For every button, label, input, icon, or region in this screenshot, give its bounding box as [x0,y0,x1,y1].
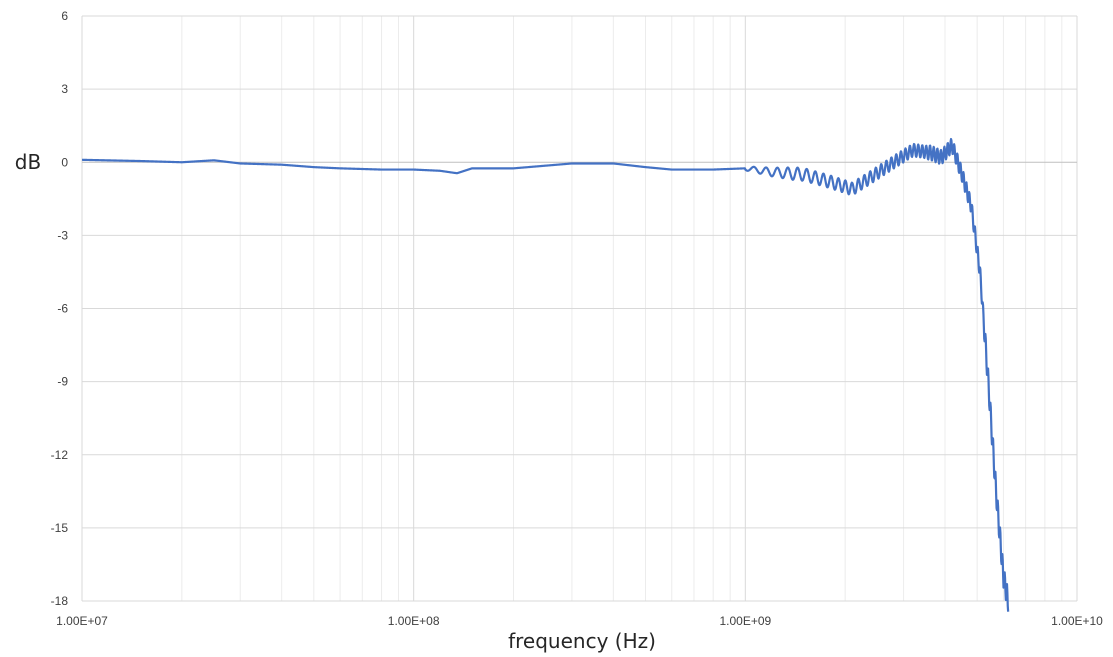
x-axis-tick-labels: 1.00E+07 1.00E+08 1.00E+09 1.00E+10 [56,614,1103,628]
y-tick-label: -12 [51,448,69,462]
x-axis-title: frequency (Hz) [508,629,656,653]
y-tick-label: -15 [51,521,69,535]
y-axis-title: dB [15,150,41,174]
series-line [81,137,1010,612]
x-tick-label: 1.00E+07 [56,614,108,628]
y-tick-label: 6 [61,9,68,23]
major-gridlines [81,15,1078,602]
x-tick-label: 1.00E+10 [1051,614,1103,628]
y-tick-label: -9 [57,375,68,389]
x-tick-label: 1.00E+09 [719,614,771,628]
y-tick-label: -3 [57,228,68,242]
x-tick-label: 1.00E+08 [388,614,440,628]
y-axis-tick-labels: 6 3 0 -3 -6 -9 -12 -15 -18 [51,9,69,608]
y-tick-label: -18 [51,594,69,608]
y-tick-label: -6 [57,302,68,316]
y-tick-label: 3 [61,82,68,96]
y-tick-label: 0 [61,155,68,169]
